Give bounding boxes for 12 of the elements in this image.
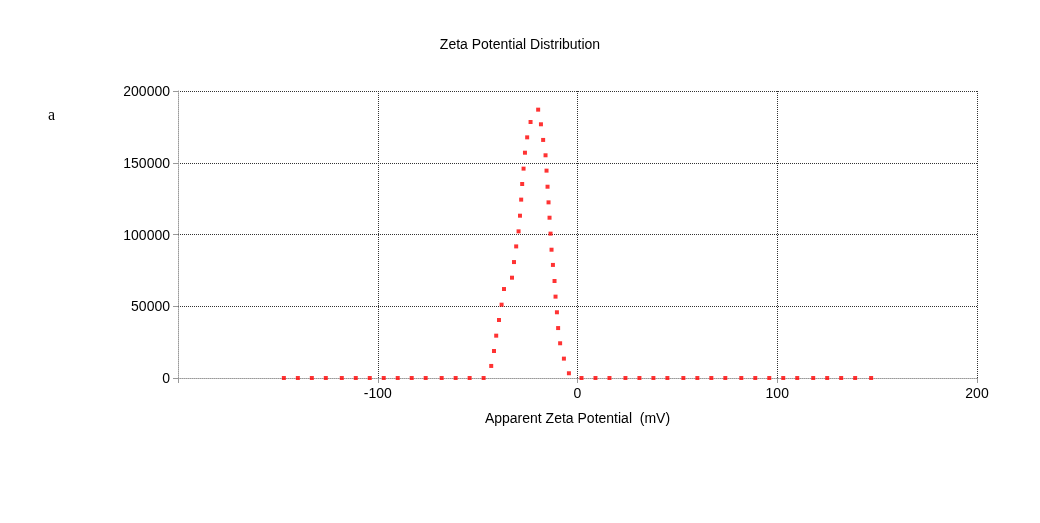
x-axis-title: Apparent Zeta Potential (mV) xyxy=(484,410,671,426)
y-tick-label: 200000 xyxy=(123,83,171,99)
chart-title: Zeta Potential Distribution xyxy=(439,36,601,52)
x-tick-label: 200 xyxy=(965,385,989,401)
text: a xyxy=(48,105,56,123)
y-tick-label: 0 xyxy=(162,370,171,386)
y-tick-label: 150000 xyxy=(123,154,171,171)
y-tick-label: 100000 xyxy=(123,226,171,243)
y-tick-label: 50000 xyxy=(131,298,171,315)
x-tick-label: -100 xyxy=(363,385,392,401)
x-tick-label: 0 xyxy=(573,385,582,401)
x-tick-label: 100 xyxy=(765,385,790,401)
